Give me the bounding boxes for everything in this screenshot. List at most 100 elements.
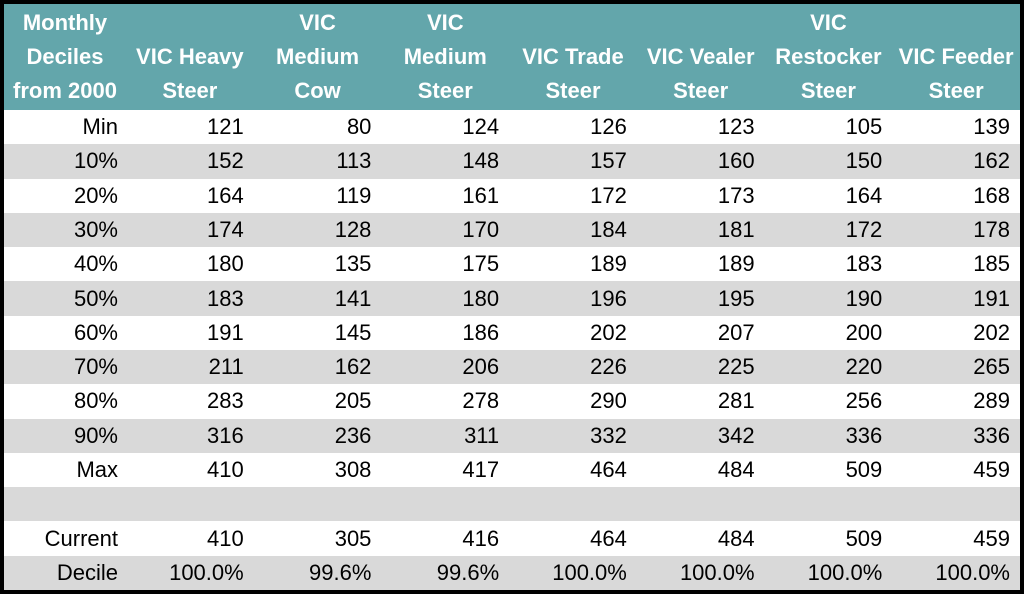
value-cell: 459 [973,456,1010,482]
value-cell: 195 [717,285,755,311]
value-cell: 175 [462,251,500,277]
value-cell: 464 [590,456,627,482]
header-cell-monthly-deciles: Monthly Deciles from 2000 [13,10,117,103]
value-cell: 172 [845,216,883,242]
value-cell: 119 [336,182,372,208]
value-cell: 178 [973,216,1010,242]
value-cell: 180 [462,285,500,311]
value-cell: 311 [464,422,500,448]
value-cell [381,487,509,521]
value-cell: 123 [717,114,755,140]
header-cell-vic-heavy-steer: VIC Heavy Steer [136,44,244,103]
value-cell: 99.6% [436,559,500,585]
value-cell: 161 [462,182,500,208]
value-cell: 459 [973,525,1010,551]
value-cell: 183 [206,285,244,311]
value-cell: 290 [590,388,627,414]
value-cell: 342 [717,422,755,448]
value-cell: 189 [590,251,627,277]
table-row: 20% 164 119 161 172 173 164 168 [4,178,1020,213]
value-cell: 191 [206,319,244,345]
value-cell [637,487,765,521]
table-row: Max 410 308 417 464 484 509 459 [4,452,1020,488]
value-cell: 135 [334,251,372,277]
row-label-cell: Max [76,456,118,482]
value-cell: 211 [208,354,244,380]
value-cell: 100.0% [807,559,883,585]
value-cell: 148 [462,148,500,174]
header-cell-vic-medium-cow: VIC Medium Cow [276,10,360,103]
value-cell: 145 [334,319,372,345]
value-cell: 164 [206,182,244,208]
value-cell: 100.0% [935,559,1010,585]
value-cell: 416 [462,525,500,551]
table-row: Min 121 80 124 126 123 105 139 [4,110,1020,145]
row-label-cell: 30% [73,216,118,242]
value-cell: 200 [845,319,883,345]
table-row: 80% 283 205 278 290 281 256 289 [4,384,1020,419]
value-cell [765,487,893,521]
value-cell: 168 [973,182,1010,208]
table-row: 50% 183 141 180 196 195 190 191 [4,281,1020,316]
value-cell: 332 [590,422,627,448]
table-row: Decile 100.0% 99.6% 99.6% 100.0% 100.0% 100.0… [4,555,1020,590]
value-cell: 202 [590,319,627,345]
table-row: 90% 316 236 311 332 342 336 336 [4,418,1020,453]
value-cell: 174 [206,216,244,242]
value-cell: 80 [346,114,372,140]
value-cell: 183 [845,251,883,277]
value-cell: 278 [462,388,500,414]
value-cell: 196 [590,285,627,311]
value-cell: 100.0% [679,559,755,585]
value-cell: 113 [336,148,372,174]
value-cell: 100.0% [552,559,627,585]
value-cell: 509 [845,525,883,551]
table-row: 70% 211 162 206 226 225 220 265 [4,349,1020,385]
value-cell: 336 [845,422,883,448]
value-cell: 190 [845,285,883,311]
value-cell: 105 [845,114,883,140]
value-cell: 186 [462,319,500,345]
value-cell: 181 [717,216,755,242]
value-cell: 184 [590,216,627,242]
value-cell: 289 [973,388,1010,414]
table-row: 60% 191 145 186 202 207 200 202 [4,315,1020,350]
value-cell: 410 [206,525,244,551]
row-label-cell: 20% [73,182,118,208]
value-cell: 509 [845,456,883,482]
value-cell: 160 [717,148,755,174]
value-cell: 157 [590,148,627,174]
value-cell: 185 [973,251,1010,277]
value-cell: 172 [590,182,627,208]
value-cell: 164 [845,182,883,208]
row-label-cell: Min [82,114,118,140]
value-cell: 226 [590,354,627,380]
row-label-cell: 70% [73,354,118,380]
value-cell: 225 [717,354,755,380]
value-cell: 128 [334,216,372,242]
value-cell: 162 [334,354,372,380]
value-cell: 100.0% [169,559,244,585]
value-cell: 316 [206,422,244,448]
value-cell: 173 [717,182,755,208]
row-label-cell [4,487,126,521]
table-row [4,487,1020,522]
value-cell: 417 [462,456,500,482]
value-cell: 336 [973,422,1010,448]
row-label-cell: 60% [73,319,118,345]
value-cell: 170 [462,216,500,242]
value-cell: 124 [462,114,500,140]
value-cell [509,487,637,521]
header-cell-vic-medium-steer: VIC Medium Steer [403,10,487,103]
value-cell: 305 [334,525,372,551]
header-cell-vic-trade-steer: VIC Trade Steer [522,44,624,103]
header-cell-vic-vealer-steer: VIC Vealer Steer [646,44,755,103]
value-cell: 220 [845,354,883,380]
value-cell: 283 [206,388,244,414]
header-cell-vic-feeder-steer: VIC Feeder Steer [898,44,1014,103]
value-cell: 180 [206,251,244,277]
value-cell: 281 [717,388,755,414]
value-cell: 191 [973,285,1010,311]
row-label-cell: 80% [73,388,118,414]
